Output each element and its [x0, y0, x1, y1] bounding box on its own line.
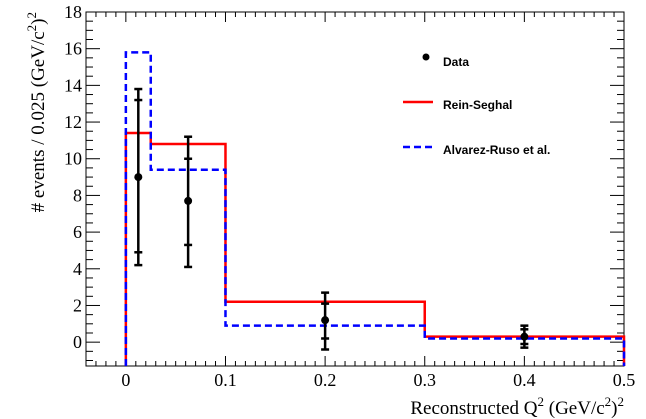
x-tick-label: 0.5: [613, 370, 636, 390]
data-point: [184, 196, 193, 205]
series-layer: [124, 51, 626, 366]
y-tick-label: 12: [64, 112, 82, 132]
series-line-alvarez-ruso-et-al: [124, 51, 626, 366]
x-tick-label: 0.3: [413, 370, 436, 390]
legend-label-data: Data: [443, 55, 469, 69]
data-point: [520, 332, 529, 341]
plot-frame: [85, 11, 625, 367]
y-tick-label: 6: [73, 222, 82, 242]
legend-marker-data: [422, 53, 430, 61]
y-tick-label: 2: [73, 295, 82, 315]
x-tick-label: 0.4: [513, 370, 536, 390]
x-tick-label: 0: [121, 370, 130, 390]
legend-label-1: Alvarez-Ruso et al.: [443, 143, 550, 157]
y-tick-label: 8: [73, 185, 82, 205]
y-tick-label: 14: [64, 75, 82, 95]
x-tick-label: 0.2: [314, 370, 337, 390]
x-tick-label: 0.1: [214, 370, 237, 390]
y-axis-title: # events / 0.025 (GeV/c2)2: [24, 12, 49, 212]
legend: Data Rein-Seghal Alvarez-Ruso et al.: [403, 53, 550, 157]
data-layer: [134, 87, 529, 351]
y-tick-label: 0: [73, 332, 82, 352]
series-line-rein-seghal: [124, 131, 626, 366]
y-tick-label: 16: [64, 39, 82, 59]
data-point: [321, 316, 330, 325]
y-tick-label: 10: [64, 149, 82, 169]
data-point: [134, 173, 143, 182]
x-axis-title: Reconstructed Q2 (GeV/c2)2: [410, 394, 624, 419]
y-tick-label: 18: [64, 2, 82, 22]
legend-label-0: Rein-Seghal: [443, 98, 512, 112]
y-tick-label: 4: [73, 259, 82, 279]
